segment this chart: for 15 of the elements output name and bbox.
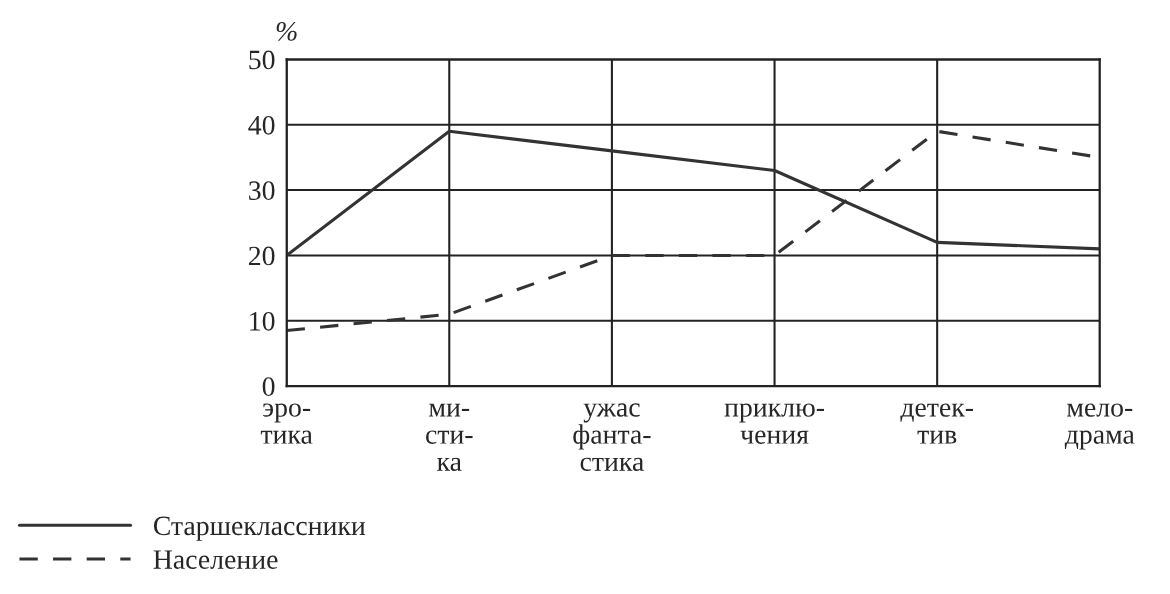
x-tick-label: приклю- чения bbox=[724, 403, 825, 444]
y-axis-title: % bbox=[276, 21, 297, 41]
x-tick-label: ми- сти- ка bbox=[426, 403, 473, 471]
y-tick-label: 0 bbox=[262, 377, 275, 397]
x-tick-label: эро- тика bbox=[260, 403, 313, 444]
x-tick-label: ужас фанта- стика bbox=[573, 403, 651, 471]
legend-label: Население bbox=[153, 550, 278, 569]
legend-label: Старшеклассники bbox=[153, 516, 366, 541]
x-tick-label: детек- тив bbox=[900, 403, 973, 444]
y-tick-label: 40 bbox=[248, 115, 275, 135]
y-tick-label: 50 bbox=[249, 50, 275, 70]
y-tick-label: 30 bbox=[249, 181, 275, 200]
y-tick-label: 10 bbox=[250, 311, 275, 331]
x-tick-label: мело- драма bbox=[1064, 403, 1135, 450]
y-tick-label: 20 bbox=[248, 246, 275, 266]
